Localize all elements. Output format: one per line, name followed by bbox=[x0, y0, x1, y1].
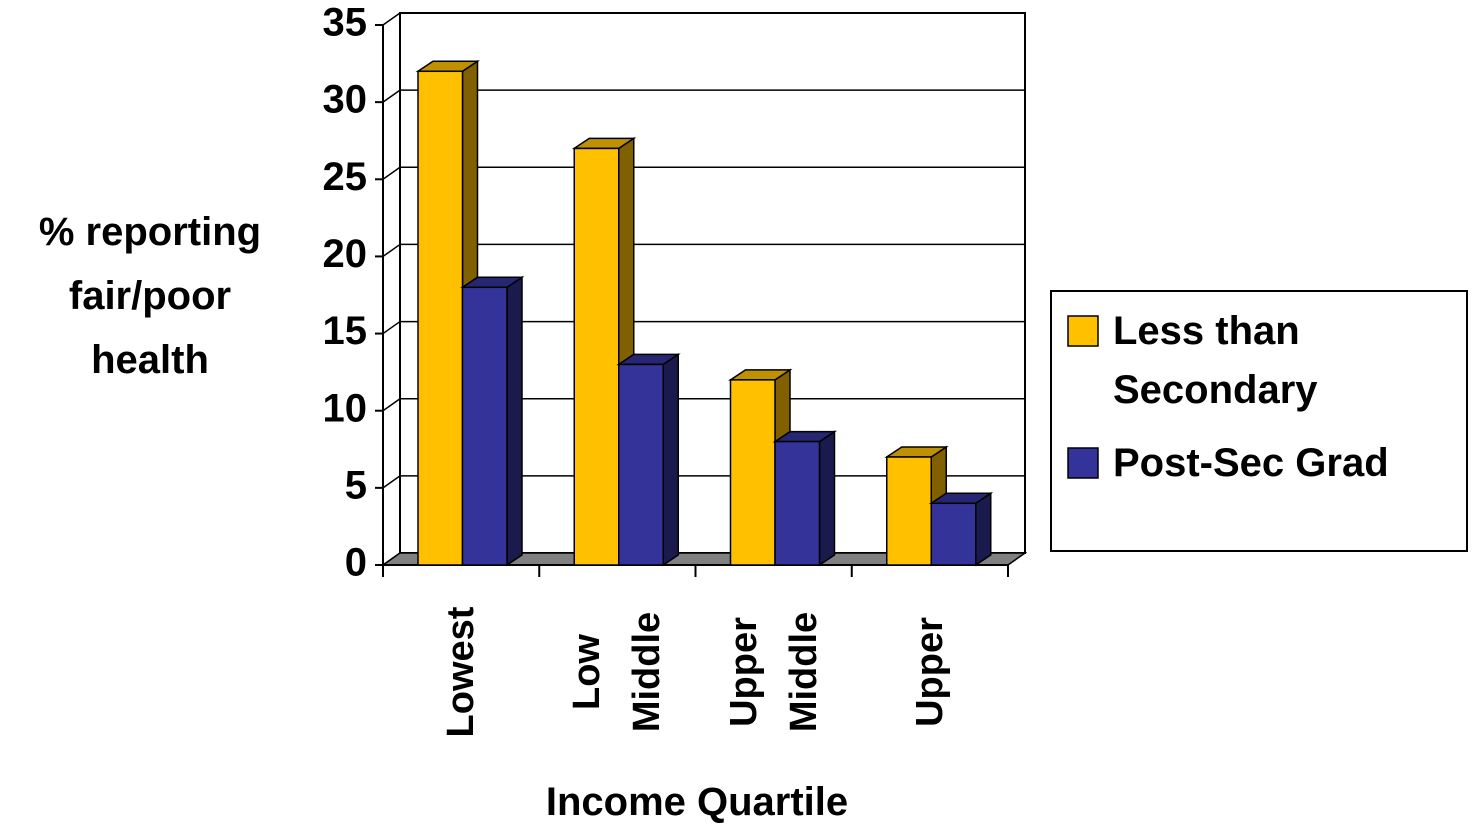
legend-swatch bbox=[1067, 447, 1099, 479]
bar-side bbox=[818, 430, 836, 567]
bar-side bbox=[506, 275, 523, 567]
y-tick-label: 15 bbox=[323, 309, 368, 353]
y-tick-label: 30 bbox=[323, 78, 368, 122]
bar bbox=[618, 363, 664, 566]
wall-edge bbox=[382, 89, 401, 103]
y-tick-label: 25 bbox=[323, 155, 368, 199]
y-tick-label: 35 bbox=[323, 1, 368, 45]
y-axis-label: % reporting fair/poor health bbox=[38, 210, 262, 382]
bar-side bbox=[975, 491, 992, 567]
x-tick-label: Lowest bbox=[440, 606, 483, 738]
bar bbox=[461, 286, 508, 566]
x-tick-label: Upper bbox=[908, 617, 951, 727]
wall-edge bbox=[382, 12, 401, 26]
y-tick-label: 0 bbox=[345, 541, 367, 585]
wall-edge bbox=[382, 320, 401, 335]
wall-edge bbox=[382, 243, 401, 258]
legend-label: Less than Secondary bbox=[1113, 309, 1318, 412]
bar bbox=[774, 440, 821, 566]
wall-edge bbox=[382, 166, 401, 180]
bar-side bbox=[662, 353, 679, 567]
bar bbox=[930, 502, 977, 566]
legend-label: Post-Sec Grad bbox=[1113, 441, 1389, 485]
y-tick-label: 20 bbox=[323, 232, 368, 276]
bar bbox=[729, 379, 776, 566]
wall-edge bbox=[382, 475, 401, 489]
legend bbox=[1050, 290, 1468, 552]
bar bbox=[573, 147, 620, 566]
bar bbox=[886, 456, 932, 566]
y-tick-label: 5 bbox=[345, 463, 367, 507]
legend-swatch bbox=[1067, 315, 1099, 347]
x-tick-label: Upper Middle bbox=[722, 611, 825, 733]
wall-edge bbox=[382, 398, 401, 412]
x-tick-label: Low Middle bbox=[566, 611, 669, 733]
bar bbox=[417, 70, 464, 566]
y-tick-label: 10 bbox=[323, 386, 368, 430]
x-axis-label: Income Quartile bbox=[545, 780, 849, 824]
